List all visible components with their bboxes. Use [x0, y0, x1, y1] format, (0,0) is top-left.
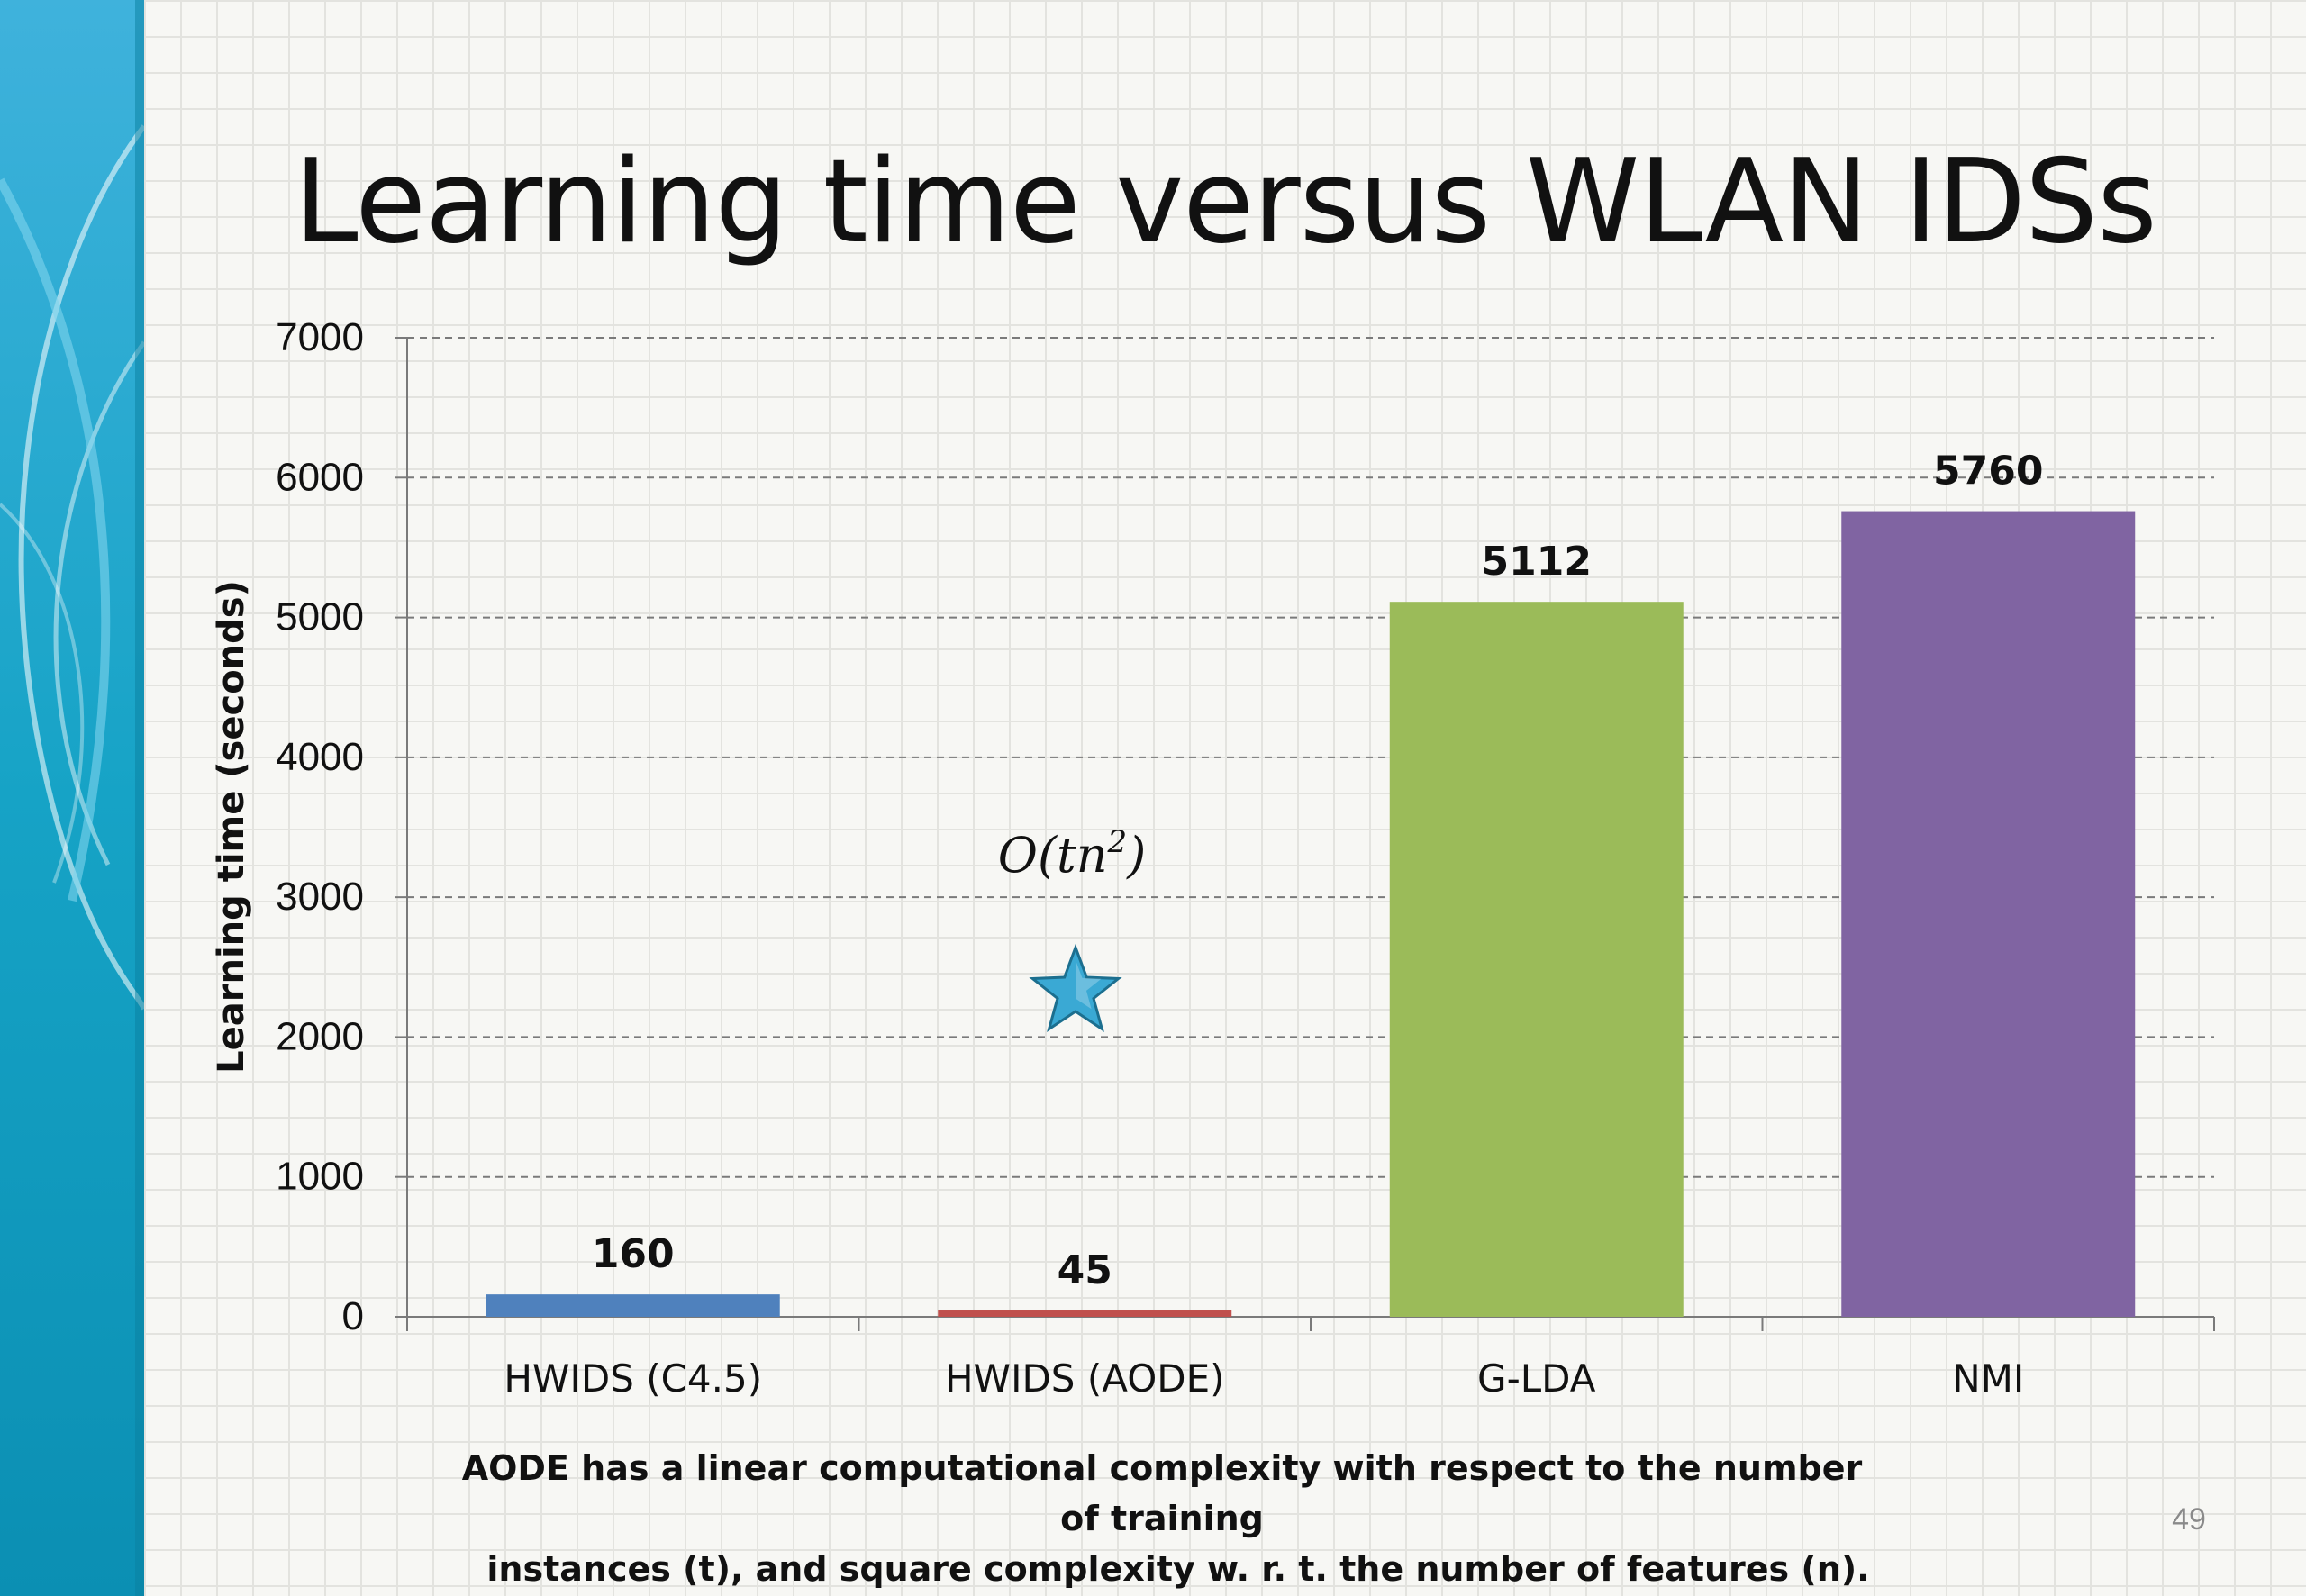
formula-base: O(tn — [998, 827, 1108, 884]
bar-value-label: 5112 — [1482, 539, 1592, 585]
x-category-label: HWIDS (C4.5) — [504, 1356, 762, 1401]
y-tick-label: 4000 — [276, 735, 364, 779]
bar-value-label: 45 — [1058, 1247, 1112, 1293]
bar — [938, 1310, 1232, 1317]
formula-close: ) — [1126, 827, 1146, 884]
x-category-label: NMI — [1952, 1356, 2024, 1401]
bar — [1841, 511, 2136, 1317]
bar-value-label: 5760 — [1933, 449, 2043, 494]
y-tick-label: 3000 — [276, 875, 364, 919]
bar — [486, 1294, 780, 1317]
bar — [1389, 602, 1684, 1317]
y-tick-label: 7000 — [276, 315, 364, 359]
y-tick-label: 0 — [342, 1294, 364, 1338]
y-tick-label: 6000 — [276, 455, 364, 499]
y-tick-label: 2000 — [276, 1014, 364, 1058]
bar-value-label: 160 — [592, 1231, 675, 1277]
x-category-label: HWIDS (AODE) — [945, 1356, 1225, 1401]
y-tick-label: 5000 — [276, 595, 364, 639]
y-tick-label: 1000 — [276, 1155, 364, 1199]
star-icon — [1029, 943, 1122, 1032]
slide-title: Learning time versus WLAN IDSs — [294, 135, 2157, 269]
axis-layer: 0 1000 2000 3000 4000 5000 6000 7000 Learning ti… — [211, 315, 2215, 1401]
slide-number: 49 — [2172, 1502, 2206, 1537]
complexity-formula: O(tn2) — [998, 824, 1147, 884]
x-category-label: G-LDA — [1477, 1356, 1596, 1401]
bar-layer: 160 45 5112 5760 — [486, 449, 2136, 1317]
decorative-side-band — [0, 0, 144, 1596]
caption-line-2: instances (t), and square complexity w. … — [486, 1549, 1870, 1589]
annotation-layer: O(tn2) — [998, 824, 1147, 1032]
caption-line-1: AODE has a linear computational complexi… — [461, 1448, 1863, 1538]
y-axis-title: Learning time (seconds) — [211, 580, 252, 1074]
formula-superscript: 2 — [1107, 824, 1128, 860]
caption: AODE has a linear computational complexi… — [450, 1443, 1874, 1594]
